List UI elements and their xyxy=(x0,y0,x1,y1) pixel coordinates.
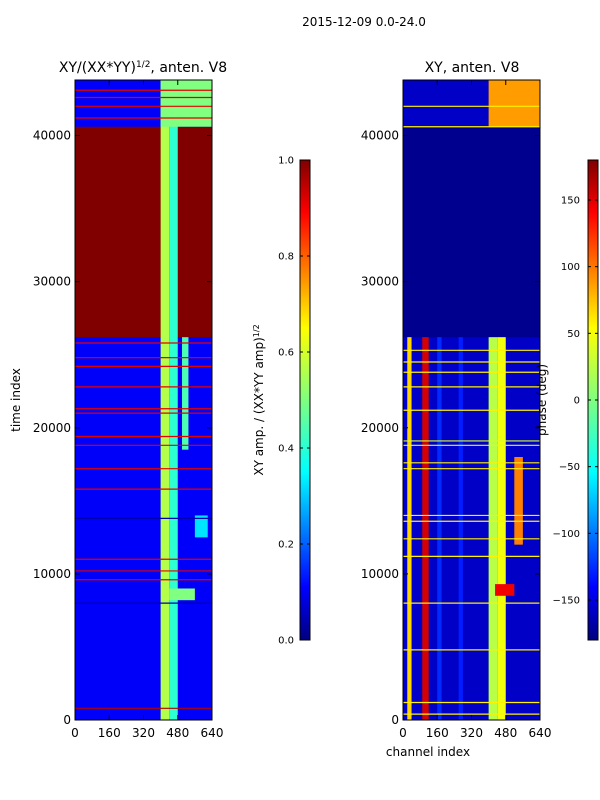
phase-y-tick-label: 0 xyxy=(391,713,399,727)
amplitude-colorbar-gradient xyxy=(299,159,311,641)
amplitude-x-tick-label: 480 xyxy=(166,726,189,740)
amplitude-heatmap-band xyxy=(182,337,189,450)
phase-panel: XY, anten. V8 channel index 0 160 320 480 64… xyxy=(361,60,599,759)
phase-heatmap-band xyxy=(495,584,515,596)
phase-heatmap-band xyxy=(514,456,523,545)
phase-x-tick-label: 640 xyxy=(529,726,552,740)
phase-axis-ticks: 0 160 320 480 640 0 10000 20000 30000 40000 xyxy=(361,80,552,740)
phase-heatmap xyxy=(403,80,540,720)
amplitude-colorbar-tick-label: 0.0 xyxy=(278,636,294,647)
amplitude-colorbar-label-prefix: XY amp. / (XX*YY amp) xyxy=(252,337,266,475)
amplitude-colorbar-tick-label: 0.4 xyxy=(278,444,294,455)
amplitude-heatmap-band xyxy=(160,80,212,127)
figure-suptitle: 2015-12-09 0.0-24.0 xyxy=(302,15,426,29)
phase-x-tick-label: 160 xyxy=(426,726,449,740)
phase-heatmap-band xyxy=(497,337,506,720)
phase-panel-title: XY, anten. V8 xyxy=(425,60,520,76)
phase-heatmap-band xyxy=(488,337,498,720)
phase-y-tick-label: 10000 xyxy=(361,567,399,581)
phase-heatmap-band xyxy=(407,337,412,720)
amplitude-heatmap-band xyxy=(160,80,170,720)
amplitude-colorbar-tick-label: 0.2 xyxy=(278,540,294,551)
amplitude-y-tick-label: 0 xyxy=(63,713,71,727)
amplitude-colorbar-tick-label: 0.6 xyxy=(278,348,294,359)
amplitude-y-tick-label: 20000 xyxy=(33,421,71,435)
amplitude-heatmap-band xyxy=(169,80,178,720)
phase-x-axis-label: channel index xyxy=(386,745,470,759)
phase-colorbar-tick-label: 100 xyxy=(561,262,580,273)
phase-colorbar-tick-label: 0 xyxy=(574,396,580,407)
amplitude-x-tick-label: 0 xyxy=(71,726,79,740)
phase-y-tick-label: 30000 xyxy=(361,275,399,289)
phase-heatmap-band xyxy=(422,337,429,720)
phase-x-tick-label: 320 xyxy=(460,726,483,740)
amplitude-y-tick-label: 40000 xyxy=(33,129,71,143)
phase-heatmap-block xyxy=(403,126,540,338)
amplitude-title-suffix: , anten. V8 xyxy=(150,60,227,76)
phase-colorbar-tick-label: 150 xyxy=(561,196,580,207)
amplitude-title-prefix: XY/(XX*YY) xyxy=(59,60,136,76)
phase-y-tick-label: 40000 xyxy=(361,129,399,143)
amplitude-x-tick-label: 640 xyxy=(201,726,224,740)
amplitude-colorbar-tick-label: 1.0 xyxy=(278,156,294,167)
amplitude-colorbar: 0.0 0.2 0.4 0.6 0.8 1.0 xyxy=(278,156,311,647)
amplitude-colorbar-label: XY amp. / (XX*YY amp)1/2 xyxy=(252,324,267,475)
amplitude-heatmap-band xyxy=(194,515,208,538)
phase-x-tick-label: 480 xyxy=(494,726,517,740)
amplitude-heatmap xyxy=(75,80,212,720)
amplitude-axis-ticks: 0 160 320 480 640 0 10000 20000 30000 40000 xyxy=(33,80,224,740)
phase-colorbar-tick-label: −50 xyxy=(559,462,580,473)
amplitude-y-axis-label: time index xyxy=(9,368,23,432)
phase-colorbar: −150 −100 −50 0 50 100 150 xyxy=(553,159,599,641)
phase-heatmap-band xyxy=(458,337,463,720)
phase-colorbar-tick-label: −150 xyxy=(553,596,580,607)
phase-heatmap-band xyxy=(488,80,540,127)
amplitude-ratio-panel: XY/(XX*YY)1/2, anten. V8 time index 0 160… xyxy=(9,60,311,740)
phase-heatmap-band xyxy=(437,337,442,720)
amplitude-heatmap-band xyxy=(169,588,195,601)
phase-colorbar-tick-label: 50 xyxy=(567,329,580,340)
amplitude-colorbar-label-exponent: 1/2 xyxy=(252,324,261,337)
amplitude-y-tick-label: 10000 xyxy=(33,567,71,581)
phase-x-tick-label: 0 xyxy=(399,726,407,740)
amplitude-title-exponent: 1/2 xyxy=(136,60,150,70)
amplitude-colorbar-tick-label: 0.8 xyxy=(278,252,294,263)
amplitude-y-tick-label: 30000 xyxy=(33,275,71,289)
phase-y-tick-label: 20000 xyxy=(361,421,399,435)
phase-colorbar-label: phase (deg) xyxy=(535,364,549,436)
amplitude-x-tick-label: 160 xyxy=(98,726,121,740)
amplitude-heatmap-block xyxy=(75,126,212,338)
amplitude-x-tick-label: 320 xyxy=(132,726,155,740)
phase-colorbar-tick-label: −100 xyxy=(553,529,580,540)
amplitude-panel-title: XY/(XX*YY)1/2, anten. V8 xyxy=(59,60,227,76)
